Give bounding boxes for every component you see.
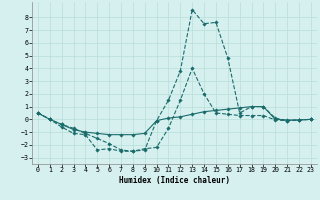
X-axis label: Humidex (Indice chaleur): Humidex (Indice chaleur) bbox=[119, 176, 230, 185]
